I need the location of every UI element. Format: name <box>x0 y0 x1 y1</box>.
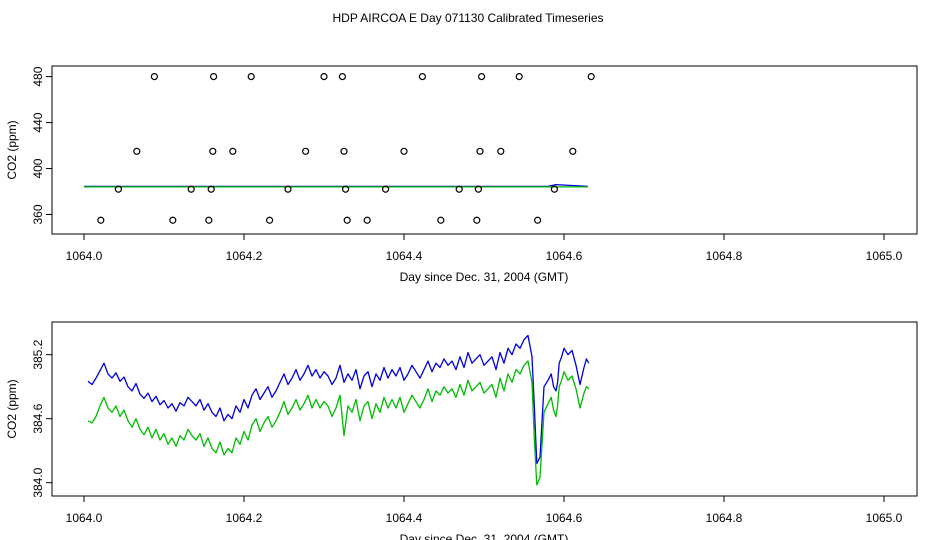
chart-0-data-point <box>229 147 237 155</box>
chart-0-data-point <box>207 185 215 193</box>
chart-0-data-point <box>150 72 158 81</box>
chart-1-x-tick-label: 1064.8 <box>706 511 743 525</box>
chart-0-data-point <box>455 185 463 193</box>
chart-0-data-point <box>205 216 213 224</box>
top-panel: 1064.0 1064.2 1064.4 1064.6 1064.8 1065.0 Day … <box>5 65 918 284</box>
chart-1-x-tick-label: 1064.2 <box>226 511 263 525</box>
chart-0-data-point <box>114 185 123 193</box>
chart-0-data-point <box>473 216 481 224</box>
chart-0-data-point <box>342 185 350 193</box>
chart-0-data-point <box>302 147 310 155</box>
chart-0-data-point <box>187 185 195 193</box>
chart-1-x-tick-label: 1065.0 <box>866 511 903 525</box>
chart-0-data-point <box>418 72 426 81</box>
chart-1-plot-frame <box>51 321 918 497</box>
chart-1-y-tick-label: 384.0 <box>31 467 45 497</box>
chart-0-data-point <box>320 72 328 81</box>
chart-0-x-tick-label: 1064.8 <box>706 249 743 263</box>
chart-0-x-axis-label: Day since Dec. 31, 2004 (GMT) <box>400 270 569 284</box>
chart-1-x-tick-label: 1064.4 <box>386 511 423 525</box>
chart-0-data-point <box>478 72 486 81</box>
chart-0-y-axis-label: CO2 (ppm) <box>5 120 19 179</box>
chart-0-x-tick-label: 1064.2 <box>226 249 263 263</box>
chart-0-data-point <box>476 147 484 155</box>
chart-0-data-point <box>340 147 348 155</box>
chart-0-x-tick-label: 1064.4 <box>386 249 423 263</box>
chart-0-data-point <box>400 147 408 155</box>
chart-0-data-point <box>515 72 523 81</box>
chart-0-data-point <box>363 216 371 224</box>
chart-1-series-green-line <box>87 360 590 486</box>
chart-0-data-point <box>474 185 482 193</box>
chart-1-y-axis-label: CO2 (ppm) <box>5 379 19 438</box>
chart-0-plot-frame <box>51 65 918 235</box>
chart-0-data-point <box>437 216 445 224</box>
chart-0-x-tick-label: 1064.6 <box>546 249 583 263</box>
chart-0-data-point <box>266 216 274 224</box>
chart-0-data-point <box>284 185 292 193</box>
chart-0-data-point <box>133 147 141 155</box>
chart-0-data-point <box>338 72 346 81</box>
chart-0-data-point <box>497 147 505 155</box>
chart-0-data-point <box>97 216 105 224</box>
chart-0-data-point <box>550 185 559 193</box>
chart-0-y-tick-label: 440 <box>31 112 45 132</box>
chart-0-y-tick-label: 400 <box>31 158 45 178</box>
chart-0-data-point <box>587 72 595 81</box>
chart-0-data-point <box>169 216 177 224</box>
chart-0-series-blue-line <box>84 183 589 188</box>
chart-1-y-tick-label: 385.2 <box>31 339 45 369</box>
bottom-panel: 1064.0 1064.2 1064.4 1064.6 1064.8 1065.0 Day … <box>5 321 918 540</box>
chart-0-x-tick-label: 1065.0 <box>866 249 903 263</box>
chart-0-data-point <box>209 147 217 155</box>
chart-0-y-tick-label: 480 <box>31 66 45 86</box>
chart-0-data-point <box>533 216 542 224</box>
chart-0-data-point <box>343 216 351 224</box>
chart-1-x-tick-label: 1064.0 <box>66 511 103 525</box>
chart-1-series-blue-line <box>87 334 590 465</box>
chart-1-x-tick-label: 1064.6 <box>546 511 583 525</box>
chart-0-data-point <box>569 147 577 155</box>
chart-title: HDP AIRCOA E Day 071130 Calibrated Times… <box>332 11 603 25</box>
chart-0-data-point <box>382 185 390 193</box>
chart-0-data-point <box>247 72 255 81</box>
chart-1-y-tick-label: 384.6 <box>31 403 45 433</box>
chart-0-x-tick-label: 1064.0 <box>66 249 103 263</box>
chart-0-data-point <box>210 72 218 81</box>
chart-1-x-axis-label: Day since Dec. 31, 2004 (GMT) <box>400 532 569 540</box>
chart-0-y-tick-label: 360 <box>31 204 45 224</box>
